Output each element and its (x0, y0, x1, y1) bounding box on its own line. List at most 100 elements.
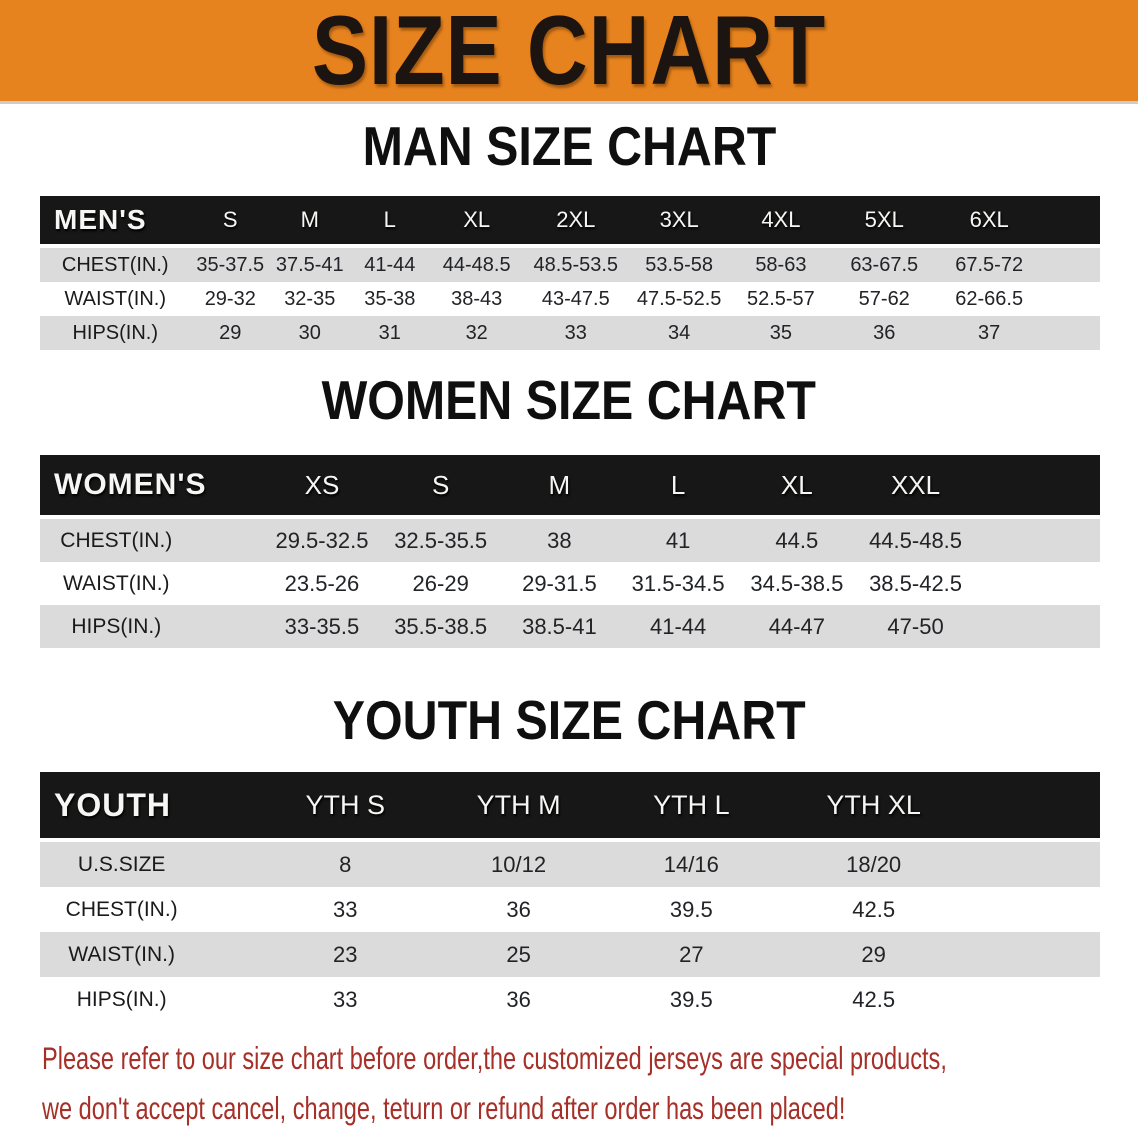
women-header-row: WOMEN'S XS S M L XL XXL (40, 455, 1100, 517)
men-col-header: 4XL (730, 196, 832, 246)
youth-ussize-row: U.S.SIZE 8 10/12 14/16 18/20 (40, 838, 1100, 887)
table-cell: 36 (432, 887, 605, 932)
row-label: CHEST(IN.) (40, 887, 259, 932)
row-label: HIPS(IN.) (40, 316, 191, 350)
youth-col-header: YTH XL (777, 772, 970, 840)
table-cell-spacer (1041, 282, 1100, 316)
table-cell: 14/16 (604, 838, 778, 887)
table-cell: 67.5-72 (936, 244, 1042, 282)
table-cell: 33 (258, 887, 433, 932)
youth-col-header: YTH S (258, 772, 433, 840)
table-cell: 33 (523, 316, 629, 350)
men-col-header: 3XL (628, 196, 731, 246)
table-cell: 35-38 (349, 282, 431, 316)
women-col-header: XL (737, 455, 857, 517)
table-cell: 33 (258, 977, 433, 1022)
men-table-label: MEN'S (40, 196, 191, 246)
table-cell: 30 (270, 316, 350, 350)
row-label: WAIST(IN.) (40, 932, 259, 977)
men-hips-row: HIPS(IN.) 29 30 31 32 33 34 35 36 37 (40, 316, 1100, 350)
table-cell-spacer (974, 515, 1100, 562)
disclaimer-line-2-text: we don't accept cancel, change, teturn o… (42, 1090, 846, 1127)
youth-table-label: YOUTH (40, 772, 259, 840)
disclaimer-line-2: we don't accept cancel, change, teturn o… (42, 1086, 1132, 1132)
row-label: HIPS(IN.) (40, 977, 259, 1022)
table-cell: 34 (628, 316, 731, 350)
table-cell: 41-44 (349, 244, 431, 282)
women-col-header: XXL (856, 455, 975, 517)
women-waist-row: WAIST(IN.) 23.5-26 26-29 29-31.5 31.5-34… (40, 562, 1100, 605)
women-hips-row: HIPS(IN.) 33-35.5 35.5-38.5 38.5-41 41-4… (40, 605, 1100, 648)
table-cell: 38-43 (430, 282, 524, 316)
table-cell-spacer (969, 887, 1100, 932)
men-col-header: 6XL (936, 196, 1042, 246)
row-label: HIPS(IN.) (40, 605, 263, 648)
table-cell: 23.5-26 (262, 562, 382, 605)
table-cell: 44-48.5 (430, 244, 524, 282)
women-col-header: M (500, 455, 619, 517)
table-cell: 41 (618, 515, 738, 562)
table-cell: 38.5-42.5 (856, 562, 975, 605)
youth-header-row: YOUTH YTH S YTH M YTH L YTH XL (40, 772, 1100, 840)
table-cell: 44.5-48.5 (856, 515, 975, 562)
youth-col-header: YTH M (432, 772, 605, 840)
row-label: WAIST(IN.) (40, 282, 191, 316)
table-cell: 38 (500, 515, 619, 562)
men-header-spacer (1041, 196, 1100, 246)
table-cell-spacer (1041, 316, 1100, 350)
women-col-header: L (618, 455, 738, 517)
man-section-heading-text: MAN SIZE CHART (362, 116, 776, 178)
table-cell-spacer (974, 562, 1100, 605)
youth-chest-row: CHEST(IN.) 33 36 39.5 42.5 (40, 887, 1100, 932)
table-cell: 38.5-41 (500, 605, 619, 648)
table-cell: 48.5-53.5 (523, 244, 629, 282)
table-cell: 42.5 (777, 977, 970, 1022)
youth-size-table: YOUTH YTH S YTH M YTH L YTH XL U.S.SIZE … (40, 772, 1100, 1022)
table-cell: 29.5-32.5 (262, 515, 382, 562)
men-chest-row: CHEST(IN.) 35-37.5 37.5-41 41-44 44-48.5… (40, 244, 1100, 282)
table-cell-spacer (969, 977, 1100, 1022)
table-cell: 35 (730, 316, 832, 350)
row-label: U.S.SIZE (40, 838, 259, 887)
table-cell: 41-44 (618, 605, 738, 648)
table-cell-spacer (969, 838, 1100, 887)
table-cell-spacer (969, 932, 1100, 977)
table-cell-spacer (974, 605, 1100, 648)
table-cell: 36 (831, 316, 937, 350)
table-cell: 35.5-38.5 (381, 605, 501, 648)
table-cell: 27 (604, 932, 778, 977)
table-cell: 35-37.5 (190, 244, 271, 282)
table-cell: 52.5-57 (730, 282, 832, 316)
men-col-header: M (270, 196, 350, 246)
table-cell: 32-35 (270, 282, 350, 316)
men-col-header: L (349, 196, 431, 246)
table-cell: 25 (432, 932, 605, 977)
table-cell: 29-31.5 (500, 562, 619, 605)
table-cell: 47-50 (856, 605, 975, 648)
disclaimer-line-1: Please refer to our size chart before or… (42, 1036, 1132, 1082)
women-section-heading-text: WOMEN SIZE CHART (321, 370, 817, 432)
table-cell: 63-67.5 (831, 244, 937, 282)
table-cell: 29 (190, 316, 271, 350)
table-cell: 31 (349, 316, 431, 350)
men-size-table: MEN'S S M L XL 2XL 3XL 4XL 5XL 6XL CHEST… (40, 196, 1100, 350)
table-cell: 37 (936, 316, 1042, 350)
table-cell: 10/12 (432, 838, 605, 887)
table-cell: 8 (258, 838, 433, 887)
table-cell: 43-47.5 (523, 282, 629, 316)
row-label: WAIST(IN.) (40, 562, 263, 605)
women-section-heading: WOMEN SIZE CHART (0, 370, 1138, 439)
table-cell: 42.5 (777, 887, 970, 932)
table-cell: 37.5-41 (270, 244, 350, 282)
women-size-table: WOMEN'S XS S M L XL XXL CHEST(IN.) 29.5-… (40, 455, 1100, 648)
table-cell: 47.5-52.5 (628, 282, 731, 316)
table-cell: 36 (432, 977, 605, 1022)
table-cell: 34.5-38.5 (737, 562, 857, 605)
table-cell: 32.5-35.5 (381, 515, 501, 562)
men-header-row: MEN'S S M L XL 2XL 3XL 4XL 5XL 6XL (40, 196, 1100, 246)
youth-hips-row: HIPS(IN.) 33 36 39.5 42.5 (40, 977, 1100, 1022)
youth-header-spacer (969, 772, 1100, 840)
table-cell: 39.5 (604, 887, 778, 932)
table-cell: 62-66.5 (936, 282, 1042, 316)
